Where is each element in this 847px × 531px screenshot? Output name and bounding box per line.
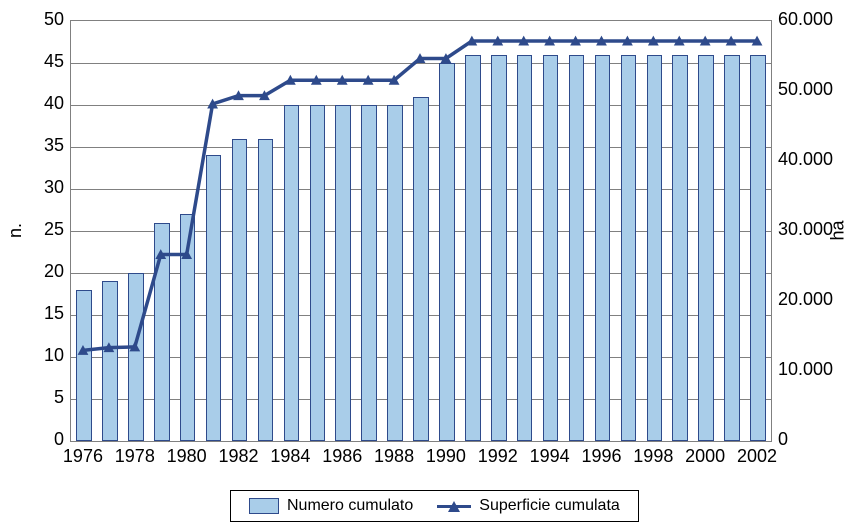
y-left-tick: 5 [28,387,64,408]
x-tick: 1978 [110,446,160,467]
plot-area [70,20,772,442]
y-right-tick: 10.000 [778,359,833,380]
bar [154,223,170,441]
bar [128,273,144,441]
bar [672,55,688,441]
y-left-tick: 45 [28,51,64,72]
legend-bar-label: Numero cumulato [287,497,413,515]
x-tick: 2000 [680,446,730,467]
x-tick: 1990 [421,446,471,467]
y-left-tick: 25 [28,219,64,240]
x-tick: 1976 [58,446,108,467]
x-tick: 1994 [525,446,575,467]
bar [439,63,455,441]
y-right-tick: 50.000 [778,79,833,100]
bar [335,105,351,441]
bar [413,97,429,441]
x-tick: 2002 [732,446,782,467]
chart-container: n. ha Numero cumulato Superficie cumulat… [0,0,847,531]
bar [76,290,92,441]
y-right-tick: 40.000 [778,149,833,170]
bar [284,105,300,441]
bar [465,55,481,441]
x-tick: 1980 [162,446,212,467]
y-axis-left-label: n. [5,223,26,238]
x-tick: 1982 [214,446,264,467]
legend-line-label: Superficie cumulata [479,497,620,515]
bar [310,105,326,441]
bar [517,55,533,441]
x-tick: 1998 [628,446,678,467]
y-left-tick: 20 [28,261,64,282]
x-tick: 1986 [317,446,367,467]
legend: Numero cumulato Superficie cumulata [230,490,639,522]
bar [206,155,222,441]
y-left-tick: 10 [28,345,64,366]
bar [102,281,118,441]
bar [491,55,507,441]
y-left-tick: 15 [28,303,64,324]
bar [543,55,559,441]
y-left-tick: 30 [28,177,64,198]
bar [621,55,637,441]
bar [595,55,611,441]
bar [180,214,196,441]
bar [647,55,663,441]
bar [258,139,274,441]
y-right-tick: 20.000 [778,289,833,310]
gridline [71,63,771,64]
y-right-tick: 60.000 [778,9,833,30]
y-left-tick: 35 [28,135,64,156]
bar [698,55,714,441]
x-tick: 1996 [576,446,626,467]
y-left-tick: 40 [28,93,64,114]
x-tick: 1988 [369,446,419,467]
bar [750,55,766,441]
x-tick: 1984 [265,446,315,467]
y-left-tick: 50 [28,9,64,30]
x-tick: 1992 [473,446,523,467]
bar [232,139,248,441]
legend-item-bar: Numero cumulato [249,497,413,515]
y-right-tick: 30.000 [778,219,833,240]
legend-line-swatch [437,499,471,513]
bar [387,105,403,441]
bar [569,55,585,441]
legend-bar-swatch [249,498,279,514]
bar [361,105,377,441]
bar [724,55,740,441]
legend-item-line: Superficie cumulata [437,497,620,515]
